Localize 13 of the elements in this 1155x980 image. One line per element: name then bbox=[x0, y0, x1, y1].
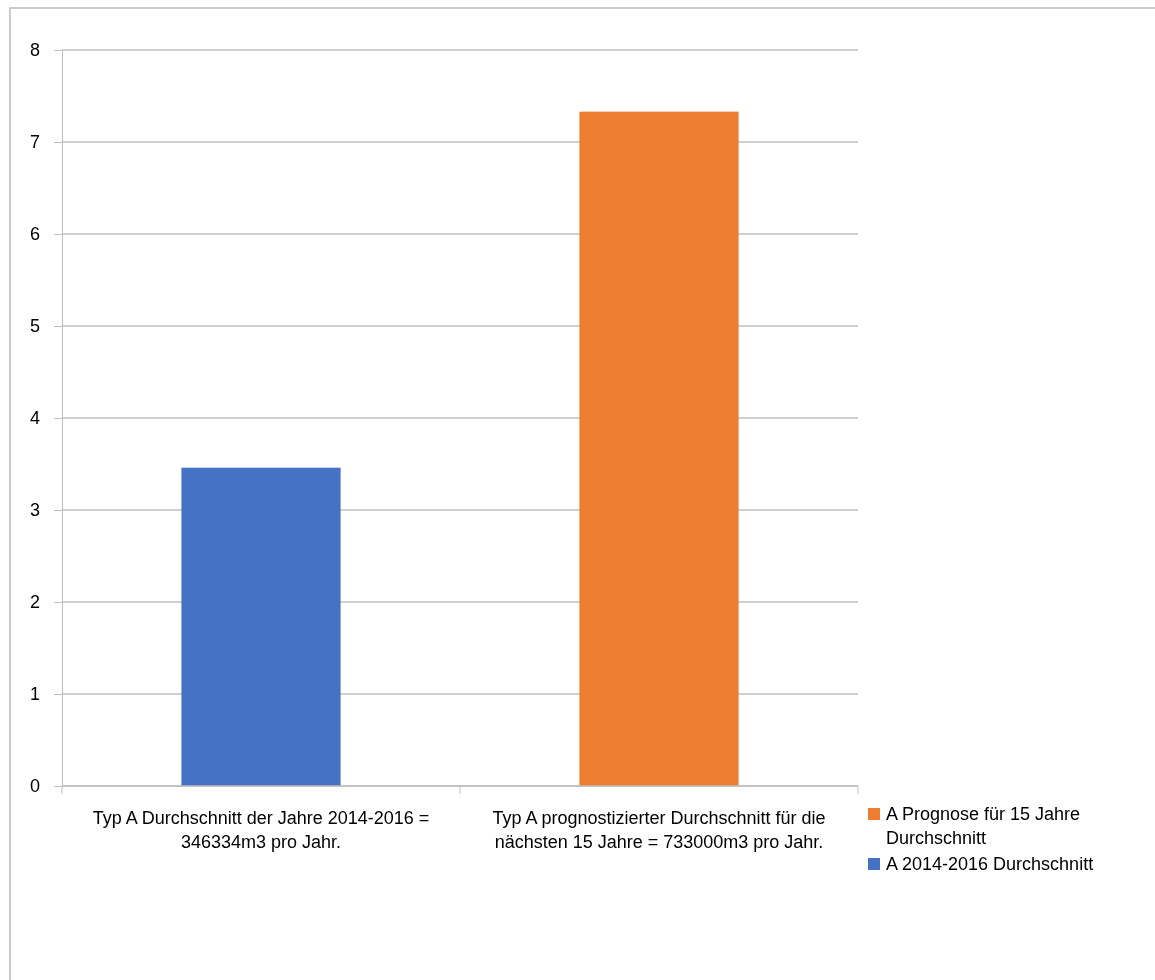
y-tick-label: 5 bbox=[29, 316, 40, 337]
y-tick-label: 6 bbox=[29, 224, 40, 245]
legend-label: A 2014-2016 Durchschnitt bbox=[886, 854, 1094, 874]
y-tick-label: 1 bbox=[29, 684, 40, 705]
x-tick-label: Typ A prognostizierter Durchschnitt für die nächsten 15 Jahre = 733000m3 pro Jahr. bbox=[492, 808, 826, 852]
y-tick-label: 4 bbox=[29, 408, 40, 429]
y-tick-label: 2 bbox=[29, 592, 40, 613]
y-tick-label: 3 bbox=[29, 500, 40, 521]
x-tick-label: Typ A Durchschnitt der Jahre 2014-2016 = 346334m3 pro Jahr. bbox=[92, 808, 430, 852]
legend-label: A Prognose für 15 Jahre Durchschnitt bbox=[886, 804, 1081, 848]
y-tick-label: 7 bbox=[29, 132, 40, 153]
y-tick-label: 8 bbox=[29, 40, 40, 61]
y-tick-label: 0 bbox=[29, 776, 40, 797]
